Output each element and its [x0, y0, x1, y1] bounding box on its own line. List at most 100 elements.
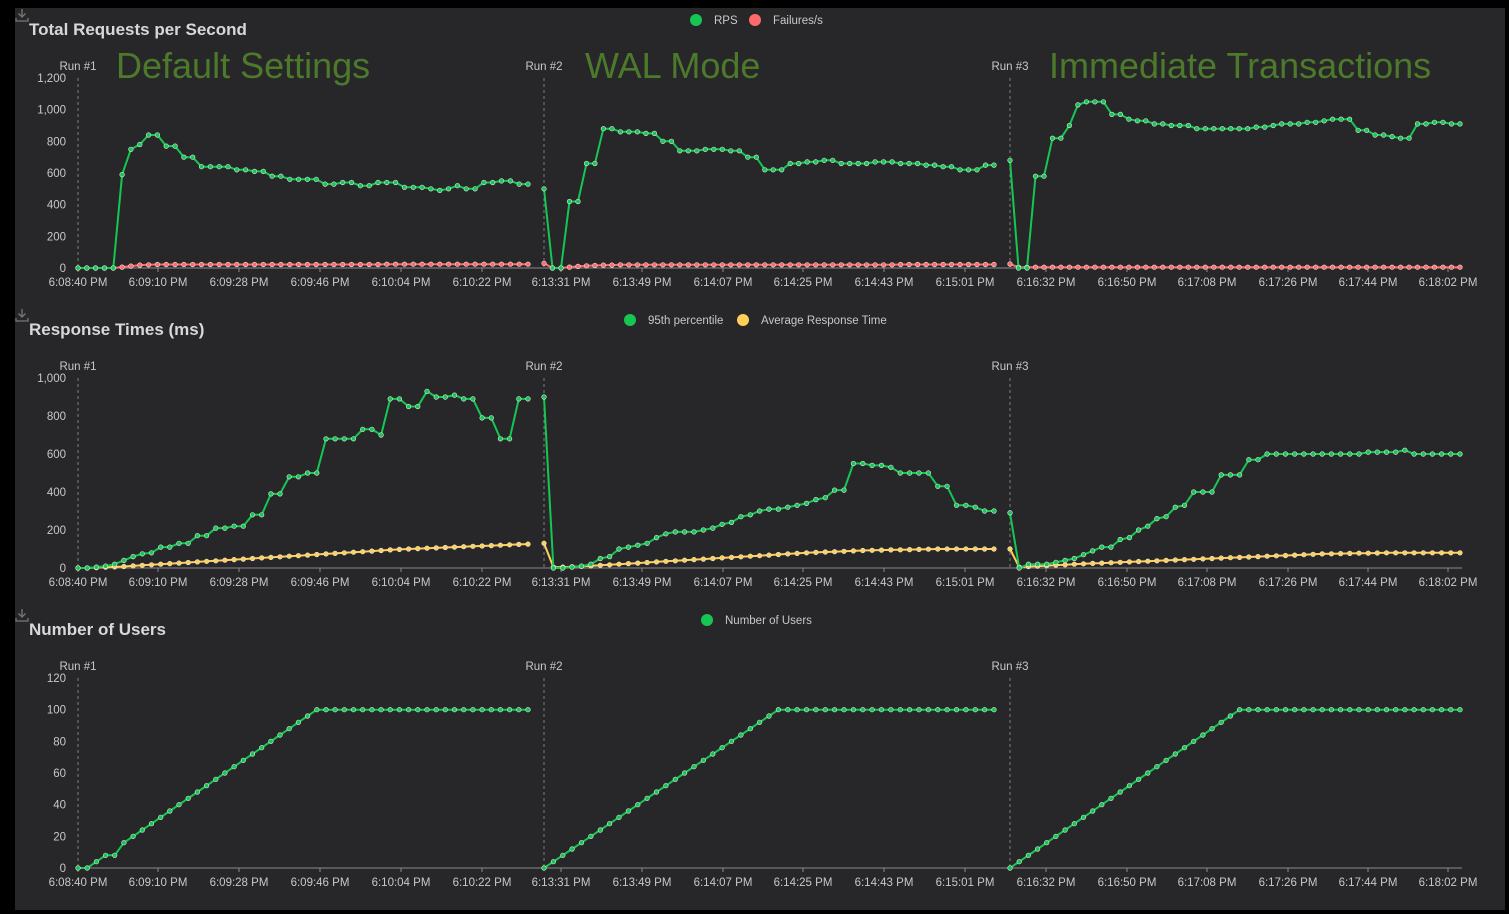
data-point [1135, 558, 1142, 565]
data-point [146, 132, 152, 138]
data-point [148, 821, 155, 827]
data-point [1117, 111, 1123, 117]
data-point [681, 557, 688, 563]
run-marker-label: Run #1 [59, 661, 96, 673]
data-point [863, 262, 870, 268]
x-tick-label: 6:17:26 PM [1259, 277, 1318, 289]
data-point [1411, 707, 1417, 713]
data-point [194, 533, 200, 539]
x-tick-label: 6:16:50 PM [1098, 877, 1157, 889]
data-point [1374, 449, 1380, 455]
data-point [1117, 789, 1123, 795]
x-tick-label: 6:16:50 PM [1098, 277, 1157, 289]
data-point [1457, 121, 1463, 127]
data-point [813, 159, 819, 165]
data-point [897, 261, 904, 268]
data-point [728, 738, 735, 744]
series-line [543, 396, 994, 569]
data-point [981, 508, 988, 514]
data-point [653, 535, 660, 541]
data-point [1420, 707, 1426, 713]
data-point [1160, 121, 1166, 127]
data-point [1151, 121, 1157, 127]
x-tick-label: 6:14:25 PM [774, 277, 833, 289]
data-point [415, 546, 421, 552]
annotation-label: Default Settings [116, 45, 370, 86]
data-point [575, 198, 581, 205]
data-point [1066, 264, 1072, 270]
data-point [616, 546, 622, 552]
data-point [314, 470, 320, 476]
data-point [387, 547, 393, 553]
download-icon[interactable] [15, 308, 29, 322]
data-point [295, 719, 302, 725]
data-point [424, 707, 430, 713]
data-point [1402, 447, 1408, 453]
data-point [685, 148, 691, 154]
data-point [185, 559, 191, 566]
data-point [442, 544, 448, 551]
data-point [1053, 559, 1059, 565]
data-point [1273, 451, 1279, 457]
data-point [1264, 451, 1270, 457]
data-point [286, 726, 292, 732]
data-point [454, 183, 461, 189]
data-point [176, 560, 182, 566]
data-point [1262, 264, 1268, 270]
y-tick-label: 800 [47, 411, 66, 423]
x-tick-label: 6:09:10 PM [129, 577, 188, 589]
data-point [1066, 122, 1072, 129]
data-point [470, 396, 476, 402]
download-icon[interactable] [15, 8, 29, 22]
x-tick-label: 6:10:22 PM [453, 577, 512, 589]
data-point [84, 265, 90, 271]
data-point [1279, 264, 1285, 270]
data-point [906, 261, 912, 268]
data-point [747, 726, 753, 732]
y-tick-label: 100 [47, 705, 66, 717]
x-tick-label: 6:14:07 PM [694, 577, 753, 589]
data-point [406, 546, 412, 552]
data-point [507, 261, 514, 267]
data-point [516, 181, 522, 187]
data-point [190, 261, 196, 268]
data-point [286, 553, 292, 559]
data-point [710, 751, 716, 757]
data-point [841, 548, 847, 554]
data-point [401, 184, 408, 190]
data-point [635, 802, 641, 808]
data-point [1245, 264, 1251, 270]
data-point [102, 852, 109, 858]
download-icon[interactable] [15, 608, 29, 622]
series-average-response-time [75, 540, 1463, 571]
x-tick-label: 6:13:49 PM [613, 877, 672, 889]
data-point [822, 495, 828, 501]
data-point [249, 512, 256, 518]
y-tick-label: 200 [47, 525, 66, 537]
data-point [888, 547, 894, 553]
data-point [957, 261, 963, 268]
data-point [660, 262, 666, 268]
series-line [78, 708, 528, 869]
data-point [672, 776, 678, 782]
data-point [451, 544, 458, 550]
data-point [213, 558, 219, 564]
data-point [685, 262, 691, 268]
data-point [375, 261, 381, 268]
data-point [609, 262, 615, 268]
data-point [1270, 264, 1276, 270]
data-point [897, 707, 903, 713]
data-point [314, 551, 320, 558]
data-point [626, 129, 632, 135]
data-point [1049, 135, 1056, 141]
data-point [813, 549, 819, 555]
data-point [507, 436, 513, 442]
data-point [1007, 510, 1013, 516]
data-point [396, 546, 403, 552]
data-point [112, 561, 118, 567]
data-point [137, 141, 143, 148]
data-point [787, 262, 793, 268]
data-point [1301, 707, 1307, 713]
data-point [1062, 557, 1068, 563]
data-point [525, 181, 531, 187]
